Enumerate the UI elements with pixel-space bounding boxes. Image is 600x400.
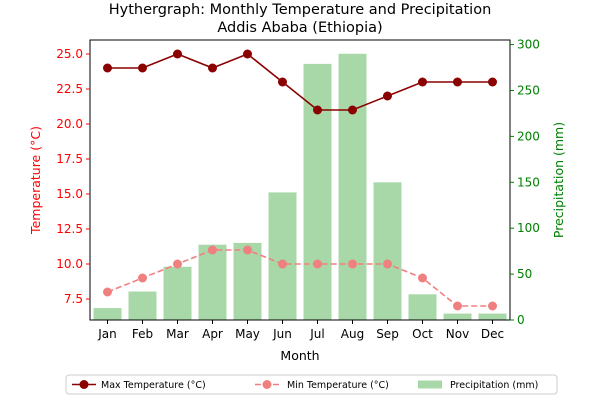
precipitation-bar-sep [373,182,402,320]
x-tick-label-aug: Aug [341,327,364,341]
y-right-tick-label: 200 [517,129,540,143]
y-right-tick-label: 250 [517,83,540,97]
x-tick-label-nov: Nov [446,327,469,341]
min-temperature-point-feb [138,273,147,283]
legend-max-marker [79,380,89,389]
y-left-tick-label: 10.0 [56,257,83,271]
precipitation-bar-jan [93,308,122,320]
min-temperature-point-oct [418,273,427,283]
min-temperature-point-aug [348,259,357,269]
temperature-lines [103,49,497,311]
precipitation-bar-aug [338,53,367,320]
max-temperature-line [107,53,493,111]
y-right-tick-label: 0 [517,313,525,327]
precipitation-bar-apr [198,244,227,320]
max-temperature-point-may [243,49,252,59]
y-right-tick-label: 50 [517,267,532,281]
precipitation-bar-nov [443,313,472,320]
x-axis-label: Month [280,348,319,363]
y-left-tick-label: 25.0 [56,47,83,61]
max-temperature-point-feb [138,63,147,73]
min-temperature-point-mar [173,259,182,269]
max-temperature-point-nov [453,77,462,87]
x-tick-label-mar: Mar [166,327,189,341]
min-temperature-point-sep [383,259,392,269]
max-temperature-point-jan [103,63,112,73]
x-tick-label-jul: Jul [309,327,324,341]
min-temperature-point-apr [208,245,217,255]
y-left-tick-label: 17.5 [56,152,83,166]
x-tick-label-jan: Jan [97,327,117,341]
min-temperature-point-may [243,245,252,255]
y-left-tick-label: 12.5 [56,222,83,236]
y-left-tick-label: 7.5 [64,292,83,306]
max-temperature-point-mar [173,49,182,59]
precipitation-bar-oct [408,294,437,320]
legend-box [65,374,558,395]
legend-max-label: Max Temperature (°C) [101,380,206,391]
x-tick-label-apr: Apr [202,327,223,341]
precipitation-bars [93,53,507,321]
precipitation-bar-feb [128,291,157,320]
precipitation-bar-jun [268,192,297,320]
min-temperature-point-dec [488,301,497,311]
legend: Max Temperature (°C) Min Temperature (°C)… [65,374,558,395]
y-left-tick-label: 22.5 [56,82,83,96]
x-tick-label-dec: Dec [481,327,504,341]
legend-min-label: Min Temperature (°C) [287,380,389,391]
y-right-tick-label: 300 [517,38,540,52]
x-tick-label-may: May [235,327,260,341]
min-temperature-point-jul [313,259,322,269]
y-axis-label-right: Precipitation (mm) [551,122,566,238]
precipitation-bar-may [233,242,262,320]
max-temperature-point-jun [278,77,287,87]
x-tick-label-oct: Oct [412,327,433,341]
precipitation-bar-mar [163,266,192,320]
y-right-tick-label: 150 [517,175,540,189]
y-left-tick-label: 20.0 [56,117,83,131]
x-tick-label-sep: Sep [376,327,399,341]
max-temperature-point-oct [418,77,427,87]
y-axis-label-left: Temperature (°C) [28,126,43,235]
min-temperature-point-jan [103,287,112,297]
precipitation-bar-dec [478,313,507,320]
min-temperature-point-nov [453,301,462,311]
legend-precip-swatch [418,380,442,389]
legend-min-marker [262,380,272,389]
legend-precip-label: Precipitation (mm) [450,380,538,391]
min-temperature-point-jun [278,259,287,269]
y-right-tick-label: 100 [517,221,540,235]
x-tick-label-feb: Feb [132,327,153,341]
plot-frame [89,39,511,321]
min-temperature-line [107,249,493,307]
max-temperature-point-dec [488,77,497,87]
max-temperature-point-apr [208,63,217,73]
chart-title: Hythergraph: Monthly Temperature and Pre… [109,2,492,18]
chart-subtitle: Addis Ababa (Ethiopia) [217,20,382,36]
max-temperature-point-jul [313,105,322,115]
max-temperature-point-sep [383,91,392,101]
y-left-tick-label: 15.0 [56,187,83,201]
max-temperature-point-aug [348,105,357,115]
axes: 7.5 10.0 12.5 15.0 17.5 20.0 22.5 25.0 0 50 100 150… [56,38,540,341]
x-tick-label-jun: Jun [272,327,292,341]
